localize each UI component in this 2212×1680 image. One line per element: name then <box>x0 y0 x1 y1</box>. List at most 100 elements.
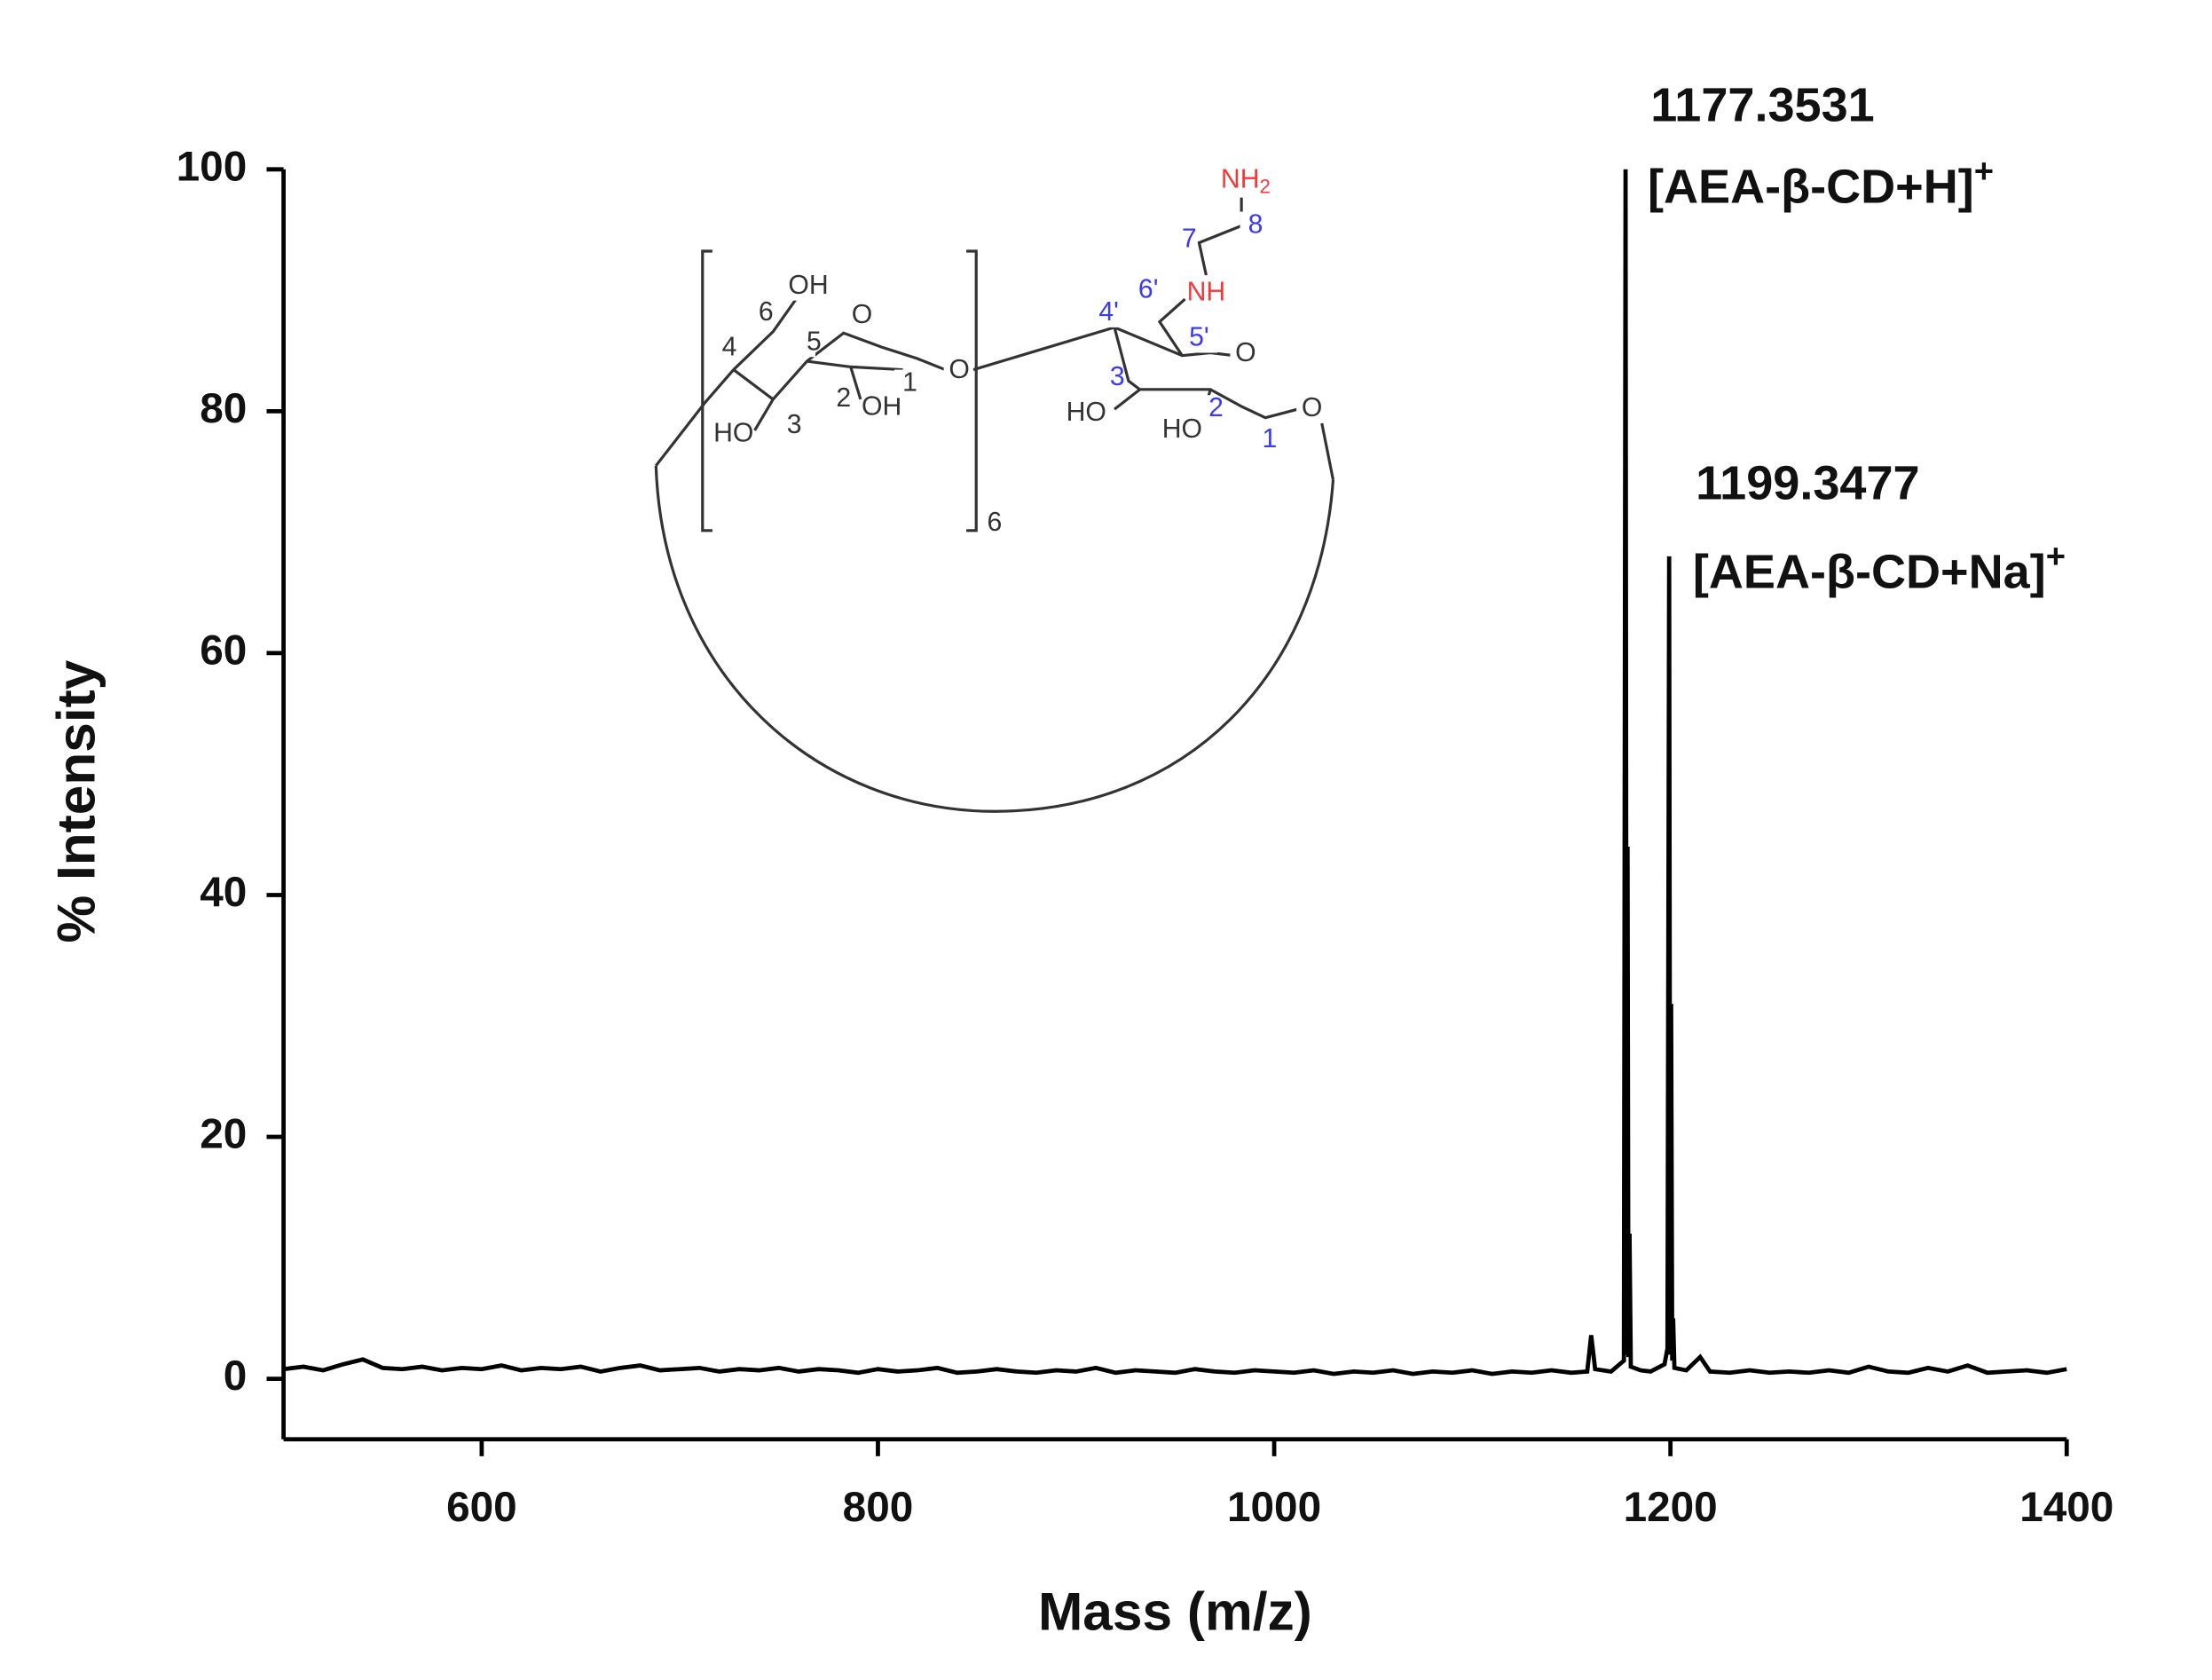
x-tick-label: 1400 <box>2019 1484 2114 1531</box>
annotation-text: [AEA-β-CD+H] <box>1648 161 1974 214</box>
structure <box>654 197 1335 813</box>
peak-annotation: [AEA-β-CD+Na]+ <box>1693 538 2066 599</box>
structure-label: 5 <box>807 327 822 356</box>
structure-label: HO <box>713 419 753 448</box>
label-bg <box>750 299 768 327</box>
structure-label-text: 4 <box>722 333 737 362</box>
y-tick-label: 40 <box>200 869 247 916</box>
structure-label: O <box>1302 393 1322 422</box>
x-tick-label: 1000 <box>1227 1484 1321 1531</box>
structure-label: HO <box>1162 414 1202 444</box>
annotation-superscript: + <box>2046 538 2066 576</box>
annotation-text: 1177.3531 <box>1650 79 1875 132</box>
structure-label-text: 7 <box>1182 224 1197 253</box>
label-bg <box>1070 398 1105 428</box>
structure-label-text: O <box>1235 338 1256 367</box>
label-bg <box>828 385 846 414</box>
structure-label-text: NH <box>1187 278 1226 307</box>
structure-label: 8 <box>1248 209 1263 239</box>
x-tick-label: 1200 <box>1624 1484 1718 1531</box>
structure-label-text: O <box>949 355 969 384</box>
structure-label: 5' <box>1189 323 1209 352</box>
label-bg <box>846 302 864 331</box>
structure-label: 4' <box>1098 297 1119 327</box>
label-bg <box>1254 426 1271 454</box>
label-bg <box>1230 166 1276 195</box>
structure-label-text: 6' <box>1138 275 1159 304</box>
label-bg <box>1093 299 1128 327</box>
structure-label: 3 <box>787 410 802 439</box>
y-tick-label: 20 <box>200 1111 247 1158</box>
structure-label-text: 3 <box>1110 362 1125 391</box>
y-axis-title: % Intensity <box>46 659 106 943</box>
structure-label-text: 1 <box>1263 424 1278 454</box>
structure-label: OH <box>788 271 828 300</box>
y-tick-label: 0 <box>224 1353 248 1400</box>
structure-label: 6 <box>987 508 1002 537</box>
label-bg <box>1200 395 1218 423</box>
label-bg <box>792 272 827 301</box>
label-bg <box>1166 416 1201 445</box>
label-bg <box>1230 340 1248 368</box>
structure-label-text: HO <box>713 419 753 448</box>
y-tick-label: 60 <box>200 627 247 674</box>
structure-label-text: 6 <box>759 297 774 327</box>
label-bg <box>1190 279 1225 308</box>
label-bg <box>943 357 961 386</box>
annotation-text: 1199.3477 <box>1696 457 1920 510</box>
structure-label-text: NH <box>1221 165 1260 194</box>
structure-label-text: 1 <box>902 367 917 397</box>
structure-label: HO <box>1067 398 1106 427</box>
structure-label-text: 6 <box>987 508 1002 537</box>
x-tick-label: 600 <box>446 1484 517 1531</box>
structure-label-text: OH <box>788 271 828 300</box>
y-tick-label: 80 <box>200 385 247 432</box>
structure-label: 2 <box>836 383 851 413</box>
structure-label: 6' <box>1138 275 1159 304</box>
structure-label-text: 5' <box>1189 323 1209 352</box>
x-tick-label: 800 <box>843 1484 914 1531</box>
structure-label: 4 <box>722 333 737 362</box>
structure-label: 7 <box>1182 224 1197 253</box>
annotation-text: [AEA-β-CD+Na] <box>1693 546 2046 599</box>
structure-label-subscript: 2 <box>1260 175 1271 197</box>
structure-label-text: HO <box>1067 398 1106 427</box>
structure-label-text: 8 <box>1248 209 1263 239</box>
label-bg <box>866 393 901 422</box>
y-tick-label: 100 <box>177 143 248 190</box>
structure-label: NH2 <box>1221 165 1271 198</box>
label-bg <box>778 412 796 441</box>
label-bg <box>979 509 996 538</box>
label-bg <box>1296 395 1314 423</box>
annotation-superscript: + <box>1974 153 1994 191</box>
structure-label-text: 4' <box>1098 297 1119 327</box>
structure-label-text: 2 <box>836 383 851 413</box>
label-bg <box>894 369 912 398</box>
x-axis-title: Mass (m/z) <box>1038 1581 1312 1641</box>
peak-annotation: 1177.3531 <box>1650 79 1875 132</box>
label-bg <box>713 334 731 363</box>
label-bg <box>1183 324 1218 353</box>
structure-label: 1 <box>902 367 917 397</box>
label-bg <box>1101 364 1119 393</box>
label-bg <box>1240 211 1257 241</box>
structure-label: 1 <box>1263 424 1278 454</box>
structure-label-text: O <box>1302 393 1322 422</box>
spectrum-line <box>283 169 2067 1376</box>
structure-label-text: O <box>852 300 872 329</box>
label-bg <box>1173 225 1191 255</box>
structure-label: NH <box>1187 278 1226 307</box>
structure-label: 3 <box>1110 362 1125 391</box>
label-bg <box>1132 276 1167 305</box>
structure-label: 2 <box>1208 393 1224 422</box>
structure-label-text: 3 <box>787 410 802 439</box>
structure-label: O <box>949 355 969 384</box>
structure-label: O <box>1235 338 1256 367</box>
structure-label-text: 2 <box>1208 393 1224 422</box>
structure-label-text: HO <box>1162 414 1202 444</box>
peak-annotation: 1199.3477 <box>1696 457 1920 510</box>
label-bg <box>798 328 815 358</box>
structure-label-text: 5 <box>807 327 822 356</box>
